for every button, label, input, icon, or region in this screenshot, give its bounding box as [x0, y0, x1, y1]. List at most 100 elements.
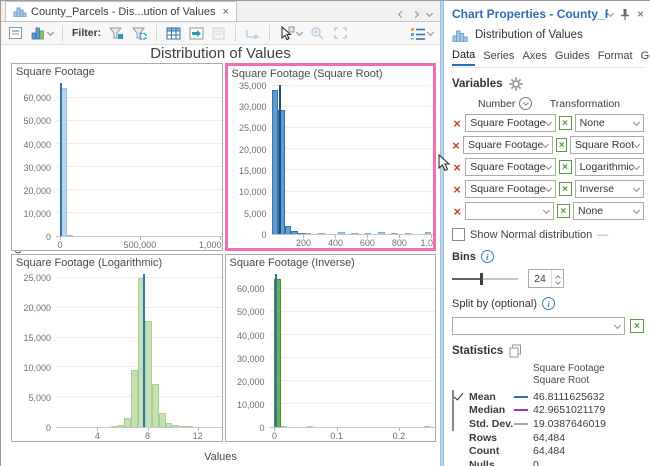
number-field-dropdown[interactable]: Square Footage: [465, 158, 556, 176]
bins-decrement-icon[interactable]: [554, 278, 561, 285]
tab-list-icon[interactable]: [425, 9, 434, 18]
histogram-bar[interactable]: [165, 422, 173, 427]
transformation-dropdown[interactable]: Square Root: [570, 136, 644, 154]
split-by-expression-icon[interactable]: ×: [630, 319, 644, 333]
number-options-icon[interactable]: [519, 97, 533, 110]
median-checkbox[interactable]: [452, 403, 454, 418]
remove-variable-icon[interactable]: ×: [452, 137, 460, 153]
show-normal-checkbox[interactable]: [452, 228, 465, 241]
histogram-square-footage[interactable]: Square Footage 0 10,000 20,000 30,000 40,000…: [11, 63, 223, 251]
histogram-bar[interactable]: [110, 426, 118, 427]
scroll-tabs-right-icon[interactable]: [411, 10, 420, 19]
show-table-button[interactable]: [164, 25, 183, 42]
histogram-bar[interactable]: [351, 233, 359, 234]
number-field-dropdown[interactable]: [465, 202, 554, 220]
histogram-bar[interactable]: [124, 418, 132, 427]
histogram-inverse[interactable]: Square Footage (Inverse) 0 10,000 20,000 30…: [224, 254, 436, 442]
zoom-in-button[interactable]: [308, 24, 327, 42]
histogram-bar[interactable]: [391, 233, 399, 234]
number-field-dropdown[interactable]: Square Footage: [465, 180, 556, 198]
remove-variable-icon[interactable]: ×: [453, 115, 461, 131]
bins-slider[interactable]: [452, 272, 518, 286]
expression-icon[interactable]: ×: [558, 116, 572, 130]
panel-tab-bar: DataSeriesAxesGuidesFormatGer•••?: [452, 48, 650, 68]
number-field-dropdown[interactable]: Square Footage: [465, 114, 556, 132]
transformation-dropdown[interactable]: None: [574, 114, 644, 132]
expression-icon[interactable]: ×: [558, 182, 572, 196]
gear-icon[interactable]: [509, 77, 523, 91]
histogram-bar[interactable]: [179, 426, 187, 427]
panel-tab-ger[interactable]: Ger: [640, 50, 650, 62]
filter-by-selection-button[interactable]: [107, 24, 126, 42]
legend-button[interactable]: [408, 24, 435, 42]
histogram-bar[interactable]: [306, 426, 314, 427]
remove-variable-icon[interactable]: ×: [453, 159, 461, 175]
full-extent-button[interactable]: [331, 24, 350, 42]
histogram-bar[interactable]: [284, 226, 292, 234]
histogram-bar[interactable]: [172, 425, 180, 427]
split-by-info-icon[interactable]: i: [542, 297, 555, 310]
histogram-bar[interactable]: [338, 232, 345, 234]
histogram-bar[interactable]: [151, 384, 159, 427]
chart-type-button[interactable]: [29, 24, 55, 42]
histogram-bar[interactable]: [424, 232, 432, 234]
statistic-value: 64,484: [533, 431, 566, 444]
mean-checkbox[interactable]: [452, 389, 454, 404]
histogram-bar[interactable]: [145, 320, 152, 427]
panel-tab-axes[interactable]: Axes: [522, 50, 547, 62]
transformation-dropdown[interactable]: Logarithmic: [574, 158, 644, 176]
histogram-bar[interactable]: [158, 412, 166, 427]
histogram-square-root[interactable]: Square Footage (Square Root) 0 5,000 10,00…: [224, 63, 436, 251]
bins-spinner[interactable]: 24: [528, 269, 564, 288]
expression-icon[interactable]: ×: [556, 204, 571, 218]
clear-selection-button[interactable]: [210, 25, 228, 42]
histogram-bar[interactable]: [298, 232, 305, 234]
x-tick: [219, 237, 221, 240]
panel-menu-icon[interactable]: [606, 9, 615, 17]
expression-icon[interactable]: ×: [556, 138, 568, 152]
histogram-bar[interactable]: [271, 89, 279, 234]
switch-selection-button[interactable]: [187, 25, 206, 42]
histogram-bar[interactable]: [278, 110, 285, 234]
histogram-bar[interactable]: [423, 426, 431, 427]
histogram-bar[interactable]: [274, 278, 281, 427]
panel-close-icon[interactable]: ×: [636, 7, 644, 21]
panel-tab-series[interactable]: Series: [483, 50, 515, 62]
bins-info-icon[interactable]: i: [480, 250, 494, 263]
pointer-mode-button[interactable]: [277, 24, 304, 43]
panel-tab-format[interactable]: Format: [597, 50, 633, 62]
transformation-dropdown[interactable]: Inverse: [574, 180, 644, 198]
histogram-bar[interactable]: [364, 233, 372, 234]
histogram-bar[interactable]: [131, 369, 139, 427]
panel-tab-data[interactable]: Data: [452, 49, 476, 66]
pane-splitter[interactable]: [440, 1, 444, 466]
histogram-bar[interactable]: [304, 233, 312, 234]
histogram-bar[interactable]: [378, 232, 385, 234]
histogram-bar[interactable]: [186, 426, 193, 427]
bins-slider-thumb[interactable]: [479, 272, 483, 285]
split-by-dropdown[interactable]: [452, 317, 625, 335]
histogram-bar[interactable]: [318, 233, 325, 234]
histogram-bar[interactable]: [117, 425, 125, 427]
copy-icon[interactable]: [509, 344, 522, 358]
histogram-logarithmic[interactable]: Square Footage (Logarithmic) 0 5,000 10,00…: [11, 254, 223, 442]
remove-variable-icon[interactable]: ×: [453, 181, 461, 197]
transformation-dropdown[interactable]: None: [573, 202, 645, 220]
export-button[interactable]: [243, 25, 262, 42]
histogram-bar[interactable]: [280, 426, 288, 427]
expression-icon[interactable]: ×: [558, 160, 572, 174]
histogram-bar[interactable]: [404, 233, 412, 234]
remove-variable-icon[interactable]: ×: [453, 203, 462, 219]
number-field-dropdown[interactable]: Square Footage: [463, 136, 554, 154]
std-dev--checkbox[interactable]: [452, 416, 454, 431]
tab-county-parcels-distribution[interactable]: County_Parcels - Dis...ution of Values ×: [5, 1, 237, 21]
histogram-bar[interactable]: [66, 235, 74, 236]
filter-by-extent-button[interactable]: [130, 24, 149, 42]
scroll-tabs-left-icon[interactable]: [397, 10, 406, 19]
histogram-bar[interactable]: [291, 231, 299, 234]
pin-icon[interactable]: [620, 8, 630, 20]
y-tick-label: 15,000: [238, 165, 267, 176]
tab-close-icon[interactable]: ×: [222, 5, 229, 18]
properties-button[interactable]: [6, 24, 25, 42]
panel-tab-guides[interactable]: Guides: [554, 50, 590, 62]
